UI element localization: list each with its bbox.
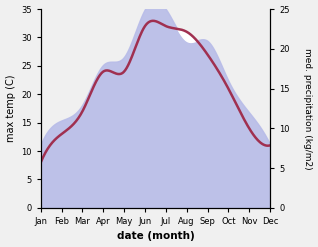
Y-axis label: med. precipitation (kg/m2): med. precipitation (kg/m2): [303, 48, 313, 169]
Y-axis label: max temp (C): max temp (C): [5, 75, 16, 142]
X-axis label: date (month): date (month): [116, 231, 194, 242]
